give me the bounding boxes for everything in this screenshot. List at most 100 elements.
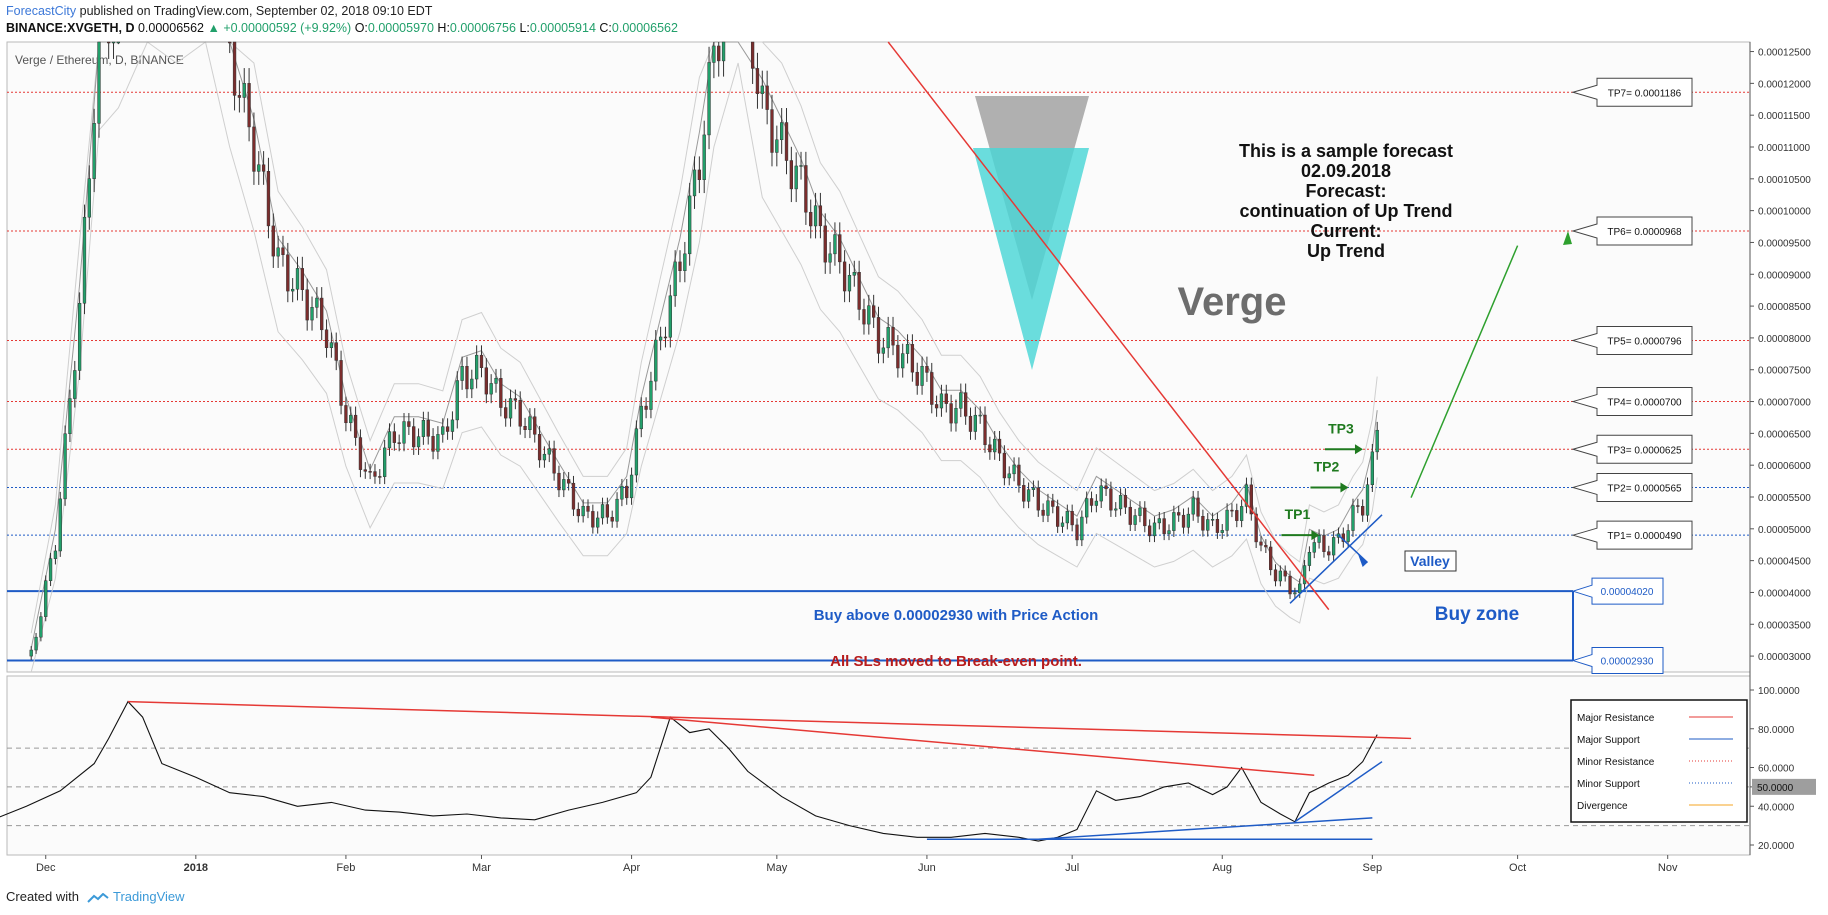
- candle-body: [1041, 509, 1045, 516]
- open-label: O:: [351, 21, 368, 35]
- price-axis-label: 0.00009000: [1758, 270, 1811, 281]
- osc-resistance-line-2: [650, 716, 1315, 776]
- candle-body: [557, 472, 561, 491]
- candle-body: [818, 205, 823, 227]
- candle-body: [494, 378, 498, 384]
- candle-body: [872, 305, 876, 318]
- candle-body: [581, 505, 585, 517]
- price-axis-label: 0.00005500: [1758, 493, 1811, 504]
- legend-item-label: Major Resistance: [1577, 713, 1655, 724]
- tp-callout-label: TP6= 0.0000968: [1607, 227, 1682, 238]
- candle-body: [1196, 497, 1200, 517]
- candle-body: [242, 83, 246, 98]
- close-value: 0.00006562: [611, 21, 678, 35]
- legend-item-label: Divergence: [1577, 801, 1628, 812]
- created-with-text: Created with: [6, 889, 79, 904]
- candle-body: [600, 504, 605, 519]
- candle-body: [697, 169, 702, 180]
- price-axis-label: 0.00004500: [1758, 557, 1811, 568]
- candle-body: [63, 433, 67, 500]
- candle-body: [828, 253, 832, 263]
- price-axis-label: 0.00003500: [1758, 620, 1811, 631]
- candle-body: [789, 160, 794, 190]
- candle-body: [460, 366, 464, 381]
- candle-body: [1331, 537, 1336, 556]
- candle-body: [426, 420, 430, 437]
- candle-body: [562, 479, 566, 491]
- candle-body: [368, 471, 372, 473]
- candle-body: [1109, 488, 1113, 511]
- candle-body: [1162, 518, 1166, 535]
- candle-body: [383, 447, 387, 477]
- candle-body: [1026, 489, 1031, 502]
- candle-body: [838, 234, 842, 263]
- candle-body: [1225, 509, 1229, 531]
- candle-body: [1210, 519, 1215, 521]
- candle-body: [775, 139, 779, 153]
- candle-body: [1080, 516, 1084, 541]
- candle-body: [1361, 506, 1365, 516]
- candle-body: [663, 336, 668, 339]
- candle-body: [586, 505, 590, 512]
- buy-zone-callout-label: 0.00002930: [1601, 657, 1654, 668]
- candle-body: [465, 366, 469, 390]
- candle-body: [596, 517, 600, 528]
- candle-body: [1157, 518, 1161, 524]
- candle-body: [1244, 484, 1249, 507]
- candle-body: [533, 416, 537, 435]
- tp-callout: [1571, 325, 1693, 355]
- candle-body: [571, 482, 576, 510]
- candle-body: [1191, 497, 1195, 515]
- osc-axis-label: 20.0000: [1758, 841, 1795, 852]
- footer: Created with TradingView: [6, 889, 185, 904]
- forecast-up-arrow: [1410, 245, 1519, 498]
- candle-body: [954, 408, 958, 424]
- candle-body: [1138, 507, 1142, 516]
- time-axis-label: Apr: [623, 862, 640, 874]
- candle-body: [1118, 495, 1123, 510]
- candle-body: [324, 329, 329, 348]
- downtrend-resistance-line: [887, 41, 1330, 611]
- candle-body: [770, 109, 774, 153]
- candle-body: [707, 62, 711, 136]
- candle-body: [412, 426, 416, 448]
- oscillator-line: [0, 700, 1378, 842]
- candle-body: [431, 436, 435, 452]
- forecast-arrowhead-icon: [1563, 231, 1572, 245]
- tradingview-link[interactable]: TradingView: [112, 889, 185, 904]
- candle-body: [44, 580, 48, 617]
- candle-body: [407, 421, 411, 427]
- candle-body: [1046, 500, 1050, 516]
- tradingview-logo-icon: [87, 892, 109, 903]
- candle-body: [673, 261, 677, 297]
- osc-axis-label: 60.0000: [1758, 764, 1795, 775]
- candle-body: [1307, 551, 1312, 566]
- publisher-link[interactable]: ForecastCity: [6, 4, 77, 18]
- candle-body: [237, 95, 242, 98]
- target-marker-label: TP2: [1314, 458, 1340, 474]
- legend-box: [1570, 699, 1748, 823]
- candle-body: [997, 438, 1002, 454]
- tp-callout: [1571, 434, 1693, 464]
- forecast-text-line: This is a sample forecast: [1239, 141, 1453, 161]
- price-axis-label: 0.00007500: [1758, 366, 1811, 377]
- candle-body: [1293, 592, 1297, 595]
- candle-body: [625, 485, 629, 499]
- candle-body: [605, 504, 610, 518]
- candle-body: [484, 367, 488, 395]
- price-axis-label: 0.00010500: [1758, 175, 1811, 186]
- tp-callout-label: TP4= 0.0000700: [1607, 398, 1682, 409]
- candle-body: [939, 393, 944, 409]
- candle-body: [77, 302, 82, 371]
- candle-body: [644, 405, 648, 410]
- candle-body: [847, 275, 852, 292]
- buy-zone-callout-label: 0.00004020: [1601, 587, 1654, 598]
- candle-body: [508, 398, 513, 419]
- candle-body: [1273, 569, 1278, 582]
- candle-body: [1278, 570, 1283, 582]
- time-axis-label: 2018: [184, 862, 208, 874]
- candle-body: [92, 123, 96, 179]
- candle-body: [1036, 487, 1040, 511]
- candle-body: [968, 415, 973, 432]
